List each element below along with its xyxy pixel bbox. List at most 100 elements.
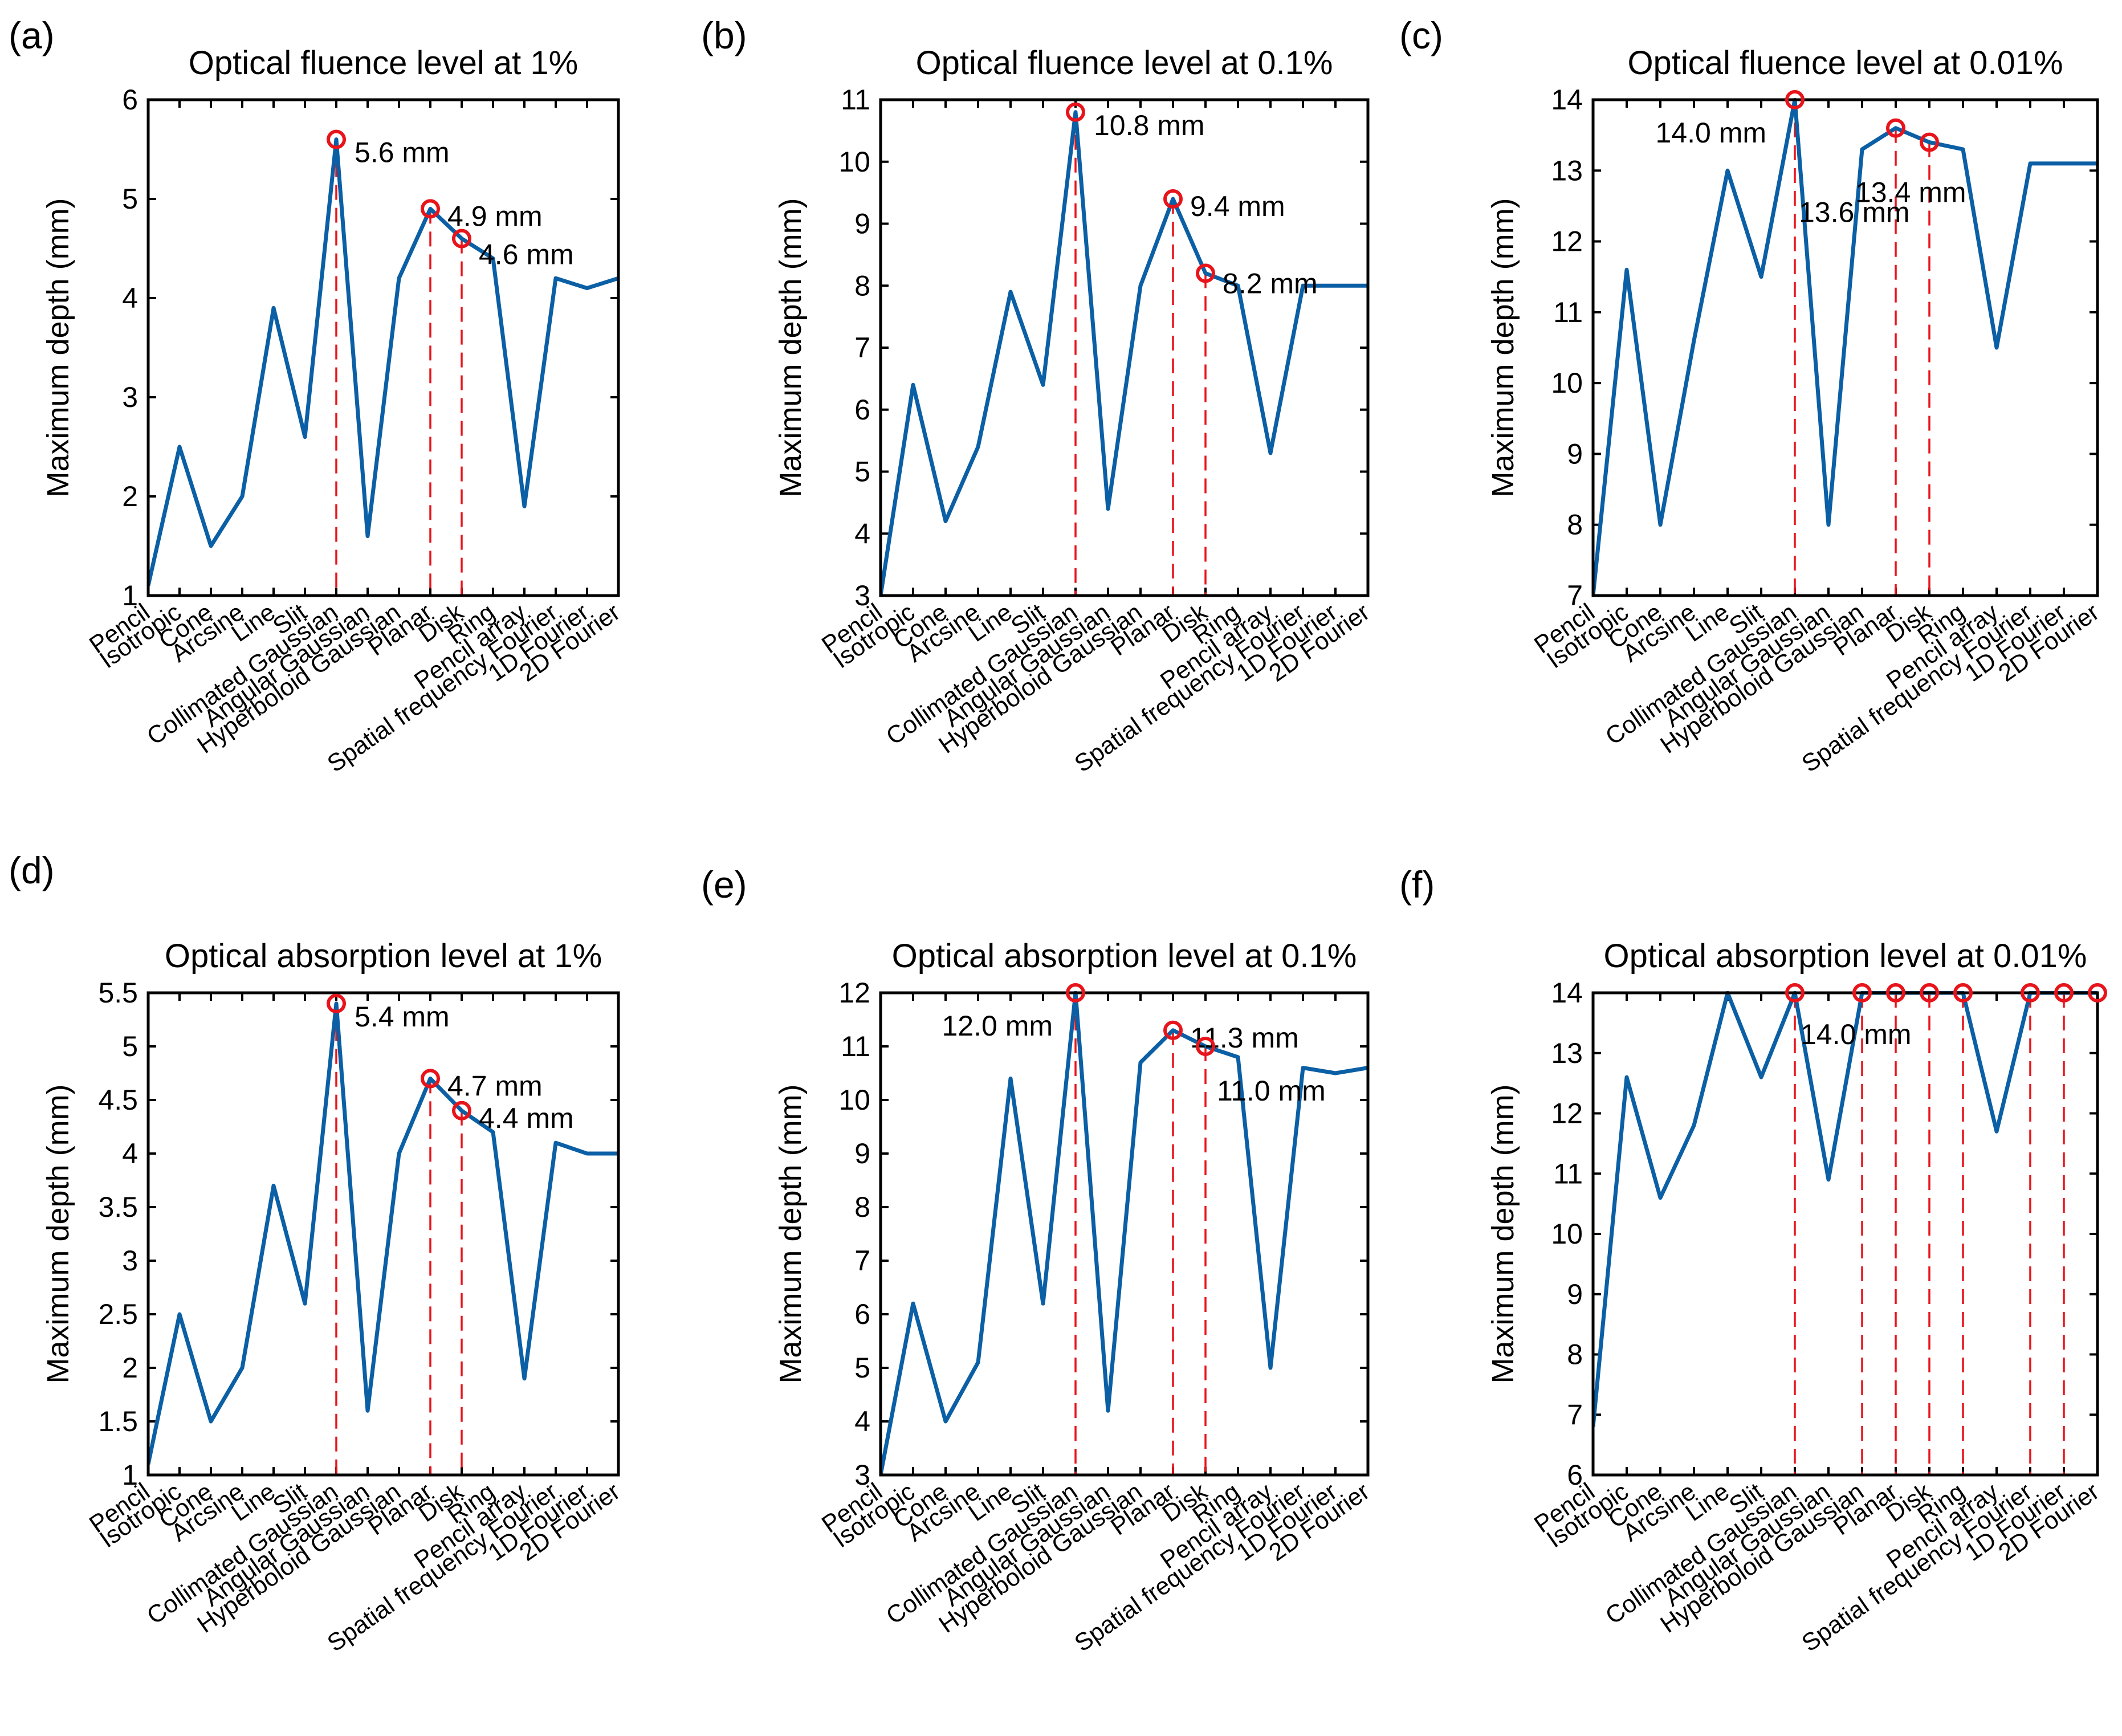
y-tick-label: 11: [841, 84, 870, 116]
max-depth-marker: [327, 129, 346, 149]
y-tick-label: 8: [854, 270, 870, 301]
y-tick-label: 4: [122, 1138, 138, 1169]
max-depth-marker: [1886, 983, 1905, 1003]
y-tick-label: 12: [838, 977, 870, 1009]
y-axis-label: Maximum depth (mm): [1486, 1084, 1520, 1383]
y-axis-label: Maximum depth (mm): [41, 198, 75, 497]
marker-annotation: 12.0 mm: [942, 1010, 1053, 1042]
max-depth-marker: [1196, 263, 1215, 283]
y-tick-label: 2: [122, 1352, 138, 1384]
y-tick-label: 12: [1551, 226, 1583, 258]
y-tick-label: 1: [122, 1459, 138, 1491]
series-line: [1593, 98, 2097, 596]
y-tick-label: 10: [838, 1084, 870, 1116]
y-tick-label: 11: [1553, 1158, 1583, 1189]
marker-annotation: 13.4 mm: [1855, 177, 1966, 209]
y-tick-label: 7: [1567, 1399, 1583, 1431]
max-depth-marker: [1785, 983, 1805, 1003]
max-depth-marker: [1920, 983, 1939, 1003]
series-line: [881, 991, 1368, 1475]
y-tick-label: 10: [1551, 1218, 1583, 1250]
chart-title: Optical absorption level at 0.1%: [892, 938, 1357, 975]
marker-annotation: 4.7 mm: [447, 1070, 543, 1102]
chart-panel-4: (d) Optical absorption level at 1% Maximum…: [9, 849, 625, 1657]
y-tick-label: 3: [854, 580, 870, 612]
y-tick-label: 11: [841, 1030, 870, 1062]
series-line: [148, 137, 618, 586]
y-tick-label: 4: [122, 282, 138, 314]
y-axis-label: Maximum depth (mm): [1486, 198, 1520, 497]
max-depth-marker: [1852, 983, 1872, 1003]
plot-frame: [879, 991, 1370, 1477]
y-tick-label: 5: [122, 183, 138, 215]
max-depth-marker: [1920, 132, 1939, 152]
y-tick-label: 9: [854, 1138, 870, 1169]
plot-frame: [146, 98, 620, 597]
max-depth-marker: [1066, 983, 1085, 1003]
panel-label: (d): [9, 849, 55, 891]
y-tick-label: 1.5: [98, 1405, 138, 1437]
chart-title: Optical fluence level at 0.1%: [916, 44, 1333, 81]
y-tick-label: 11: [1553, 296, 1583, 328]
marker-annotation: 14.0 mm: [1801, 1018, 1912, 1050]
y-tick-label: 12: [1551, 1098, 1583, 1130]
chart-title: Optical fluence level at 0.01%: [1627, 44, 2063, 81]
y-tick-label: 7: [854, 332, 870, 364]
max-depth-marker: [1785, 90, 1805, 109]
max-depth-marker: [1886, 118, 1905, 138]
series-line: [1593, 991, 2097, 1427]
y-tick-label: 3: [854, 1459, 870, 1491]
max-depth-marker: [421, 1069, 440, 1089]
max-depth-marker: [2021, 983, 2040, 1003]
panel-label: (b): [701, 14, 747, 56]
y-axis-label: Maximum depth (mm): [41, 1084, 75, 1383]
max-depth-marker: [452, 229, 471, 248]
y-tick-label: 13: [1551, 154, 1583, 186]
chart-panel-5: (e) Optical absorption level at 0.1% Maxim…: [701, 863, 1375, 1657]
y-tick-label: 1: [122, 580, 138, 612]
panel-label: (f): [1399, 863, 1435, 906]
marker-annotation: 4.9 mm: [447, 200, 543, 232]
y-tick-label: 5.5: [98, 977, 138, 1009]
chart-panel-6: (f) Optical absorption level at 0.01% Maxi…: [1399, 863, 2107, 1657]
y-tick-label: 8: [854, 1191, 870, 1223]
max-depth-marker: [2054, 983, 2074, 1003]
chart-panel-2: (b) Optical fluence level at 0.1% Maximum …: [701, 14, 1375, 778]
chart-panel-3: (c) Optical fluence level at 0.01% Maximum…: [1399, 14, 2104, 778]
max-depth-marker: [421, 199, 440, 219]
y-tick-label: 8: [1567, 1339, 1583, 1371]
chart-title: Optical fluence level at 1%: [189, 44, 578, 81]
y-axis-label: Maximum depth (mm): [773, 1084, 808, 1383]
max-depth-marker: [1953, 983, 1973, 1003]
y-tick-label: 3: [122, 381, 138, 413]
plot-frame: [1591, 991, 2099, 1477]
series-line: [148, 1001, 618, 1465]
y-tick-label: 9: [1567, 1278, 1583, 1310]
y-tick-label: 9: [1567, 438, 1583, 470]
panel-label: (e): [701, 863, 747, 906]
max-depth-marker: [1196, 1037, 1215, 1056]
y-tick-label: 14: [1551, 977, 1583, 1009]
y-tick-label: 6: [854, 394, 870, 426]
y-tick-label: 6: [854, 1298, 870, 1330]
y-tick-label: 6: [1567, 1459, 1583, 1491]
marker-annotation: 11.0 mm: [1217, 1075, 1326, 1107]
chart-title: Optical absorption level at 1%: [165, 938, 602, 975]
max-depth-marker: [452, 1101, 471, 1120]
plot-frame: [1591, 98, 2099, 597]
y-tick-label: 9: [854, 208, 870, 240]
y-tick-label: 4: [854, 517, 870, 549]
marker-annotation: 8.2 mm: [1223, 268, 1318, 300]
panel-label: (c): [1399, 14, 1443, 56]
y-tick-label: 10: [1551, 367, 1583, 399]
y-axis-label: Maximum depth (mm): [773, 198, 808, 497]
y-tick-label: 8: [1567, 509, 1583, 541]
marker-annotation: 9.4 mm: [1190, 190, 1285, 222]
y-tick-label: 7: [1567, 580, 1583, 612]
max-depth-marker: [2088, 983, 2107, 1003]
marker-annotation: 4.6 mm: [479, 239, 574, 271]
max-depth-marker: [1163, 189, 1183, 209]
plot-frame: [146, 991, 620, 1477]
marker-annotation: 14.0 mm: [1655, 117, 1766, 149]
